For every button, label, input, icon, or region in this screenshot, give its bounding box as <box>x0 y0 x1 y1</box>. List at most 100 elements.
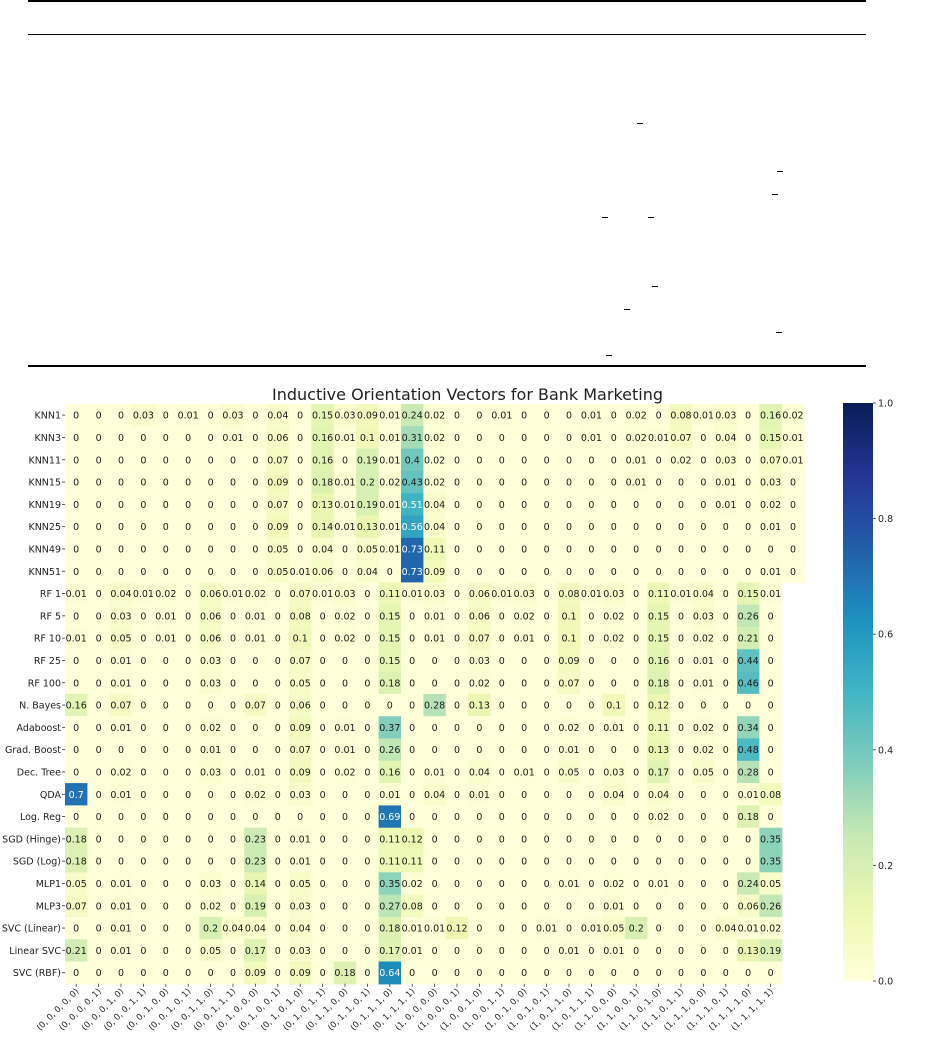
cell-value-label: 0 <box>566 834 572 845</box>
cell-value-label: 0 <box>96 790 102 801</box>
heatmap-cell <box>513 783 536 806</box>
cell-value-label: 0 <box>544 678 550 689</box>
heatmap-cell <box>356 716 380 740</box>
cell-value-label: 0 <box>275 968 281 979</box>
cell-value-label: 0 <box>73 678 79 689</box>
heatmap-cell <box>87 448 111 472</box>
cell-value-label: 0 <box>544 812 550 823</box>
cell-value-label: 0 <box>140 946 146 957</box>
heatmap-cell <box>154 604 178 628</box>
cell-value-label: 0.16 <box>379 767 400 778</box>
cell-value-label: 0.02 <box>424 455 445 466</box>
cell-value-label: 0 <box>499 544 505 555</box>
heatmap-cell <box>647 693 671 717</box>
cell-value-label: 0 <box>454 723 460 734</box>
cell-value-label: 0 <box>208 455 214 466</box>
heatmap-cell <box>289 716 312 740</box>
heatmap-cell <box>401 872 424 896</box>
cell-value-label: 0 <box>73 656 79 667</box>
heatmap-cell <box>445 827 469 851</box>
cell-value-label: 0 <box>140 500 146 511</box>
cell-value-label: 0.01 <box>110 901 131 912</box>
cell-value-label: 0 <box>118 544 124 555</box>
heatmap-cell <box>580 850 604 873</box>
heatmap-cell <box>445 872 469 896</box>
cell-value-label: 0 <box>544 790 550 801</box>
cell-value-label: 0 <box>499 901 505 912</box>
heatmap-cell <box>177 404 200 427</box>
cell-value-label: 0 <box>140 478 146 489</box>
table-dash <box>624 309 630 310</box>
cell-value-label: 0 <box>208 433 214 444</box>
heatmap-cell <box>714 827 738 851</box>
heatmap-cell <box>647 649 671 673</box>
heatmap-cell <box>87 470 111 494</box>
cell-value-label: 0 <box>185 968 191 979</box>
heatmap-cell <box>737 693 760 717</box>
heatmap-cell <box>154 850 178 873</box>
cell-value-label: 0.03 <box>603 767 624 778</box>
cell-value-label: 0.15 <box>379 611 400 622</box>
heatmap-cell <box>445 448 469 472</box>
heatmap-cell <box>154 560 178 583</box>
heatmap-cell <box>87 760 111 784</box>
heatmap-cell <box>199 649 223 673</box>
heatmap-cell <box>759 604 783 628</box>
cell-value-label: 0.09 <box>357 411 378 422</box>
cell-value-label: 0.03 <box>715 455 736 466</box>
cell-value-label: 0 <box>342 701 348 712</box>
heatmap-cell <box>289 916 312 940</box>
cell-value-label: 0.01 <box>603 723 624 734</box>
cell-value-label: 0 <box>230 701 236 712</box>
heatmap-cell <box>154 627 178 650</box>
cell-value-label: 0.01 <box>402 924 423 935</box>
cell-value-label: 0 <box>611 656 617 667</box>
cell-value-label: 0.03 <box>222 411 243 422</box>
cell-value-label: 0 <box>700 790 706 801</box>
cell-value-label: 0.01 <box>491 411 512 422</box>
heatmap-cell <box>445 560 469 583</box>
heatmap-cell <box>401 783 424 806</box>
cell-value-label: 0.08 <box>290 611 311 622</box>
cell-value-label: 0.1 <box>561 634 576 645</box>
cell-value-label: 0 <box>476 433 482 444</box>
colorbar: 1.00.80.60.40.20.0 <box>843 399 893 988</box>
cell-value-label: 0.03 <box>603 589 624 600</box>
cell-value-label: 0.04 <box>222 924 243 935</box>
cell-value-label: 0 <box>723 567 729 578</box>
heatmap-cell <box>580 894 604 918</box>
heatmap-cell <box>378 961 402 985</box>
cell-value-label: 0 <box>342 879 348 890</box>
heatmap-cell <box>311 872 335 896</box>
heatmap-cell <box>154 738 178 762</box>
heatmap-cell <box>65 916 88 940</box>
cell-value-label: 0.07 <box>290 656 311 667</box>
heatmap-cell <box>423 404 447 427</box>
heatmap-cell <box>781 448 805 472</box>
heatmap-cell <box>244 582 268 606</box>
heatmap-cell <box>401 827 424 851</box>
heatmap-cell <box>177 604 200 628</box>
heatmap-cell <box>244 716 268 740</box>
heatmap-cell <box>445 693 469 717</box>
heatmap-cell <box>423 448 447 472</box>
heatmap-cell <box>692 850 716 873</box>
heatmap-cell <box>669 671 693 695</box>
heatmap-cell <box>468 872 492 896</box>
heatmap-cell <box>109 627 133 650</box>
heatmap-cell <box>109 716 133 740</box>
heatmap-cell <box>759 872 783 896</box>
heatmap-cell <box>759 627 783 650</box>
cell-value-label: 0 <box>633 544 639 555</box>
table-dash <box>772 194 778 195</box>
heatmap-cell <box>109 872 133 896</box>
heatmap-cell <box>490 760 514 784</box>
cell-value-label: 0.01 <box>66 589 87 600</box>
cell-value-label: 0 <box>588 723 594 734</box>
cell-value-label: 0 <box>588 634 594 645</box>
heatmap-cell <box>625 827 648 851</box>
heatmap-cell <box>378 693 402 717</box>
heatmap-cell <box>468 448 492 472</box>
heatmap-cell <box>109 671 133 695</box>
cell-value-label: 0 <box>230 567 236 578</box>
